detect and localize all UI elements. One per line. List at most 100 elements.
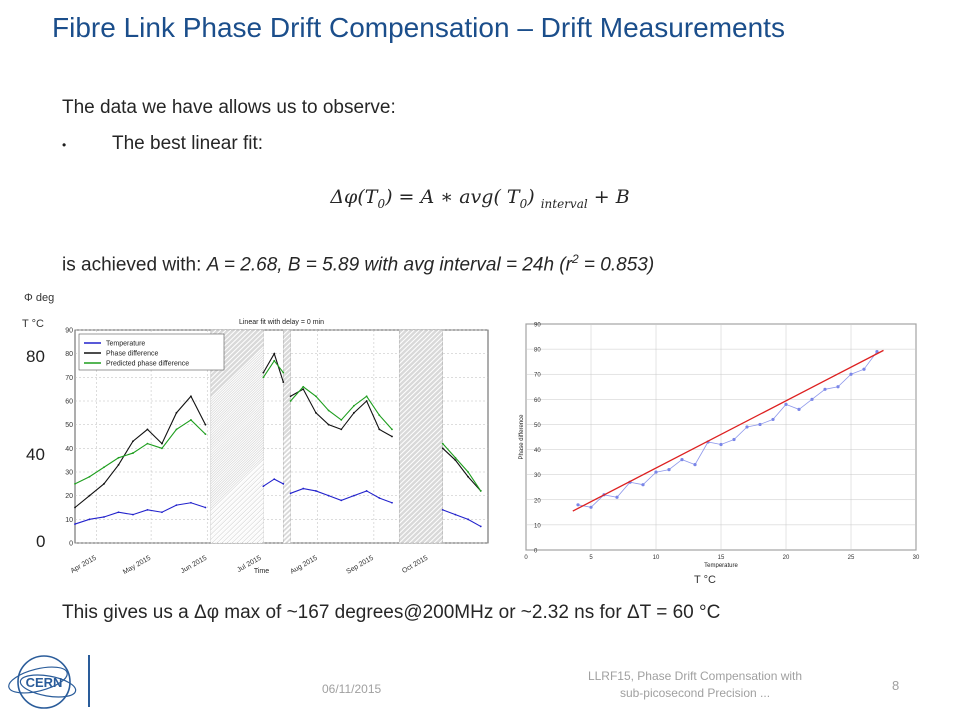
- series-point-temperature: [467, 518, 469, 521]
- scatter-point: [862, 367, 866, 371]
- phi-axis-label: Φ deg: [24, 292, 55, 304]
- scatter-ytick-label: 10: [534, 523, 541, 529]
- timeseries-gap-hatch-line: [378, 330, 443, 543]
- scatter-xtick-label: 30: [913, 555, 920, 561]
- intro-text: The data we have allows us to observe:: [62, 97, 396, 118]
- scatter-ytick-label: 90: [534, 323, 541, 329]
- series-point-predicted-phase-difference: [315, 395, 317, 398]
- scatter-xtick-label: 25: [848, 555, 855, 561]
- series-point-phase-difference: [365, 400, 368, 402]
- timeseries-ytick-label: 20: [65, 493, 73, 500]
- series-point-temperature: [204, 506, 207, 509]
- series-point-predicted-phase-difference: [302, 385, 305, 388]
- series-point-predicted-phase-difference: [327, 409, 330, 412]
- formula-rhs: + B: [593, 186, 630, 208]
- formula-close: ): [527, 186, 535, 208]
- formula-lhs: Δφ(T: [330, 186, 378, 208]
- series-point-phase-difference: [190, 395, 192, 398]
- timeseries-legend: [78, 333, 225, 371]
- series-point-temperature: [441, 508, 444, 511]
- left-axis-tick-80: 80: [26, 347, 45, 366]
- scatter-xtick-label: 20: [783, 555, 790, 561]
- cern-logo-text: CERN: [26, 675, 63, 690]
- timeseries-gap-hatch-line: [210, 330, 324, 543]
- legend-entry: Predicted phase difference: [106, 361, 189, 368]
- timeseries-ytick-label: 80: [65, 351, 73, 358]
- scatter-point: [576, 503, 580, 507]
- scatter-fit-line: [572, 349, 884, 512]
- scatter-point: [719, 442, 723, 447]
- series-point-temperature: [378, 497, 381, 499]
- series-point-phase-difference: [103, 482, 105, 485]
- fit-result-sup: 2: [571, 252, 579, 266]
- series-point-phase-difference: [132, 440, 134, 443]
- timeseries-xlabel: Time: [254, 568, 269, 575]
- series-point-phase-difference: [88, 494, 91, 497]
- conclusion-text: This gives us a Δφ max of ~167 degrees@2…: [62, 602, 721, 623]
- temp-axis-label-left: T °C: [22, 318, 44, 330]
- series-point-phase-difference: [175, 411, 178, 414]
- fit-result-values: A = 2.68, B = 5.89 with avg interval = 2…: [206, 254, 572, 276]
- scatter-xlabel: Temperature: [704, 563, 738, 568]
- scatter-xtick-label: 15: [718, 555, 725, 561]
- scatter-point: [784, 402, 788, 406]
- footer-conference-line2: sub-picosecond Precision ...: [619, 686, 771, 700]
- timeseries-ytick-label: 60: [65, 399, 73, 406]
- series-point-predicted-phase-difference: [441, 442, 444, 445]
- series-point-temperature: [146, 508, 149, 511]
- series-point-temperature: [302, 487, 305, 490]
- scatter-point: [797, 407, 801, 411]
- series-point-temperature: [282, 482, 285, 485]
- series-point-predicted-phase-difference: [454, 456, 457, 459]
- timeseries-xtick-label: Aug 2015: [289, 555, 319, 576]
- page-number: 8: [892, 678, 900, 693]
- scatter-point: [849, 372, 853, 376]
- series-point-temperature: [315, 490, 317, 492]
- series-point-predicted-phase-difference: [262, 376, 265, 379]
- scatter-point: [771, 417, 775, 422]
- timeseries-xtick-label: Oct 2015: [401, 555, 429, 575]
- timeseries-gap-hatch-line: [210, 330, 287, 543]
- series-point-phase-difference: [273, 352, 276, 355]
- series-point-predicted-phase-difference: [103, 466, 105, 469]
- series-point-temperature: [74, 523, 76, 525]
- fit-result-line: is achieved with: A = 2.68, B = 5.89 wit…: [62, 252, 654, 276]
- series-point-phase-difference: [282, 381, 285, 383]
- series-point-phase-difference: [302, 388, 305, 391]
- timeseries-gap-hatch-line: [210, 330, 299, 543]
- timeseries-gap-hatch-line: [363, 330, 443, 543]
- footer-date: 06/11/2015: [322, 682, 382, 696]
- series-point-temperature: [175, 504, 178, 507]
- footer-conference-line1: LLRF15, Phase Drift Compensation with: [587, 669, 803, 683]
- series-line-temperature: [442, 509, 482, 527]
- fit-result-suffix: = 0.853): [578, 254, 655, 276]
- series-point-temperature: [327, 494, 330, 497]
- series-point-predicted-phase-difference: [161, 447, 163, 450]
- scatter-point: [732, 437, 736, 442]
- timeseries-chart-svg: 0 10 20 30 40 50 60 70 80 90 Apr 2015 May 2015 Jun 2…: [65, 319, 489, 576]
- timeseries-gap-hatch-line: [210, 330, 297, 543]
- fit-result-prefix: is achieved with:: [62, 254, 207, 276]
- series-point-phase-difference: [262, 371, 265, 374]
- series-point-predicted-phase-difference: [479, 490, 482, 492]
- series-point-temperature: [103, 516, 105, 518]
- timeseries-ytick-label: 50: [65, 422, 73, 429]
- series-point-phase-difference: [315, 411, 317, 414]
- series-point-phase-difference: [117, 464, 120, 466]
- series-point-phase-difference: [74, 506, 76, 509]
- timeseries-gap-hatch-line: [210, 330, 267, 543]
- left-axis-tick-0: 0: [36, 532, 46, 551]
- series-point-predicted-phase-difference: [117, 456, 120, 459]
- timeseries-title: Linear fit with delay = 0 min: [239, 319, 324, 326]
- series-point-temperature: [190, 501, 192, 504]
- series-point-predicted-phase-difference: [282, 371, 285, 374]
- series-point-predicted-phase-difference: [132, 452, 134, 454]
- scatter-ytick-label: 0: [534, 549, 538, 555]
- series-point-predicted-phase-difference: [88, 475, 91, 478]
- series-line-phase-difference: [442, 447, 482, 492]
- series-point-temperature: [365, 490, 368, 492]
- timeseries-ytick-label: 0: [69, 541, 73, 548]
- scatter-ytick-label: 20: [534, 498, 541, 504]
- left-axis-tick-40: 40: [26, 445, 45, 464]
- legend-entry: Temperature: [106, 341, 145, 348]
